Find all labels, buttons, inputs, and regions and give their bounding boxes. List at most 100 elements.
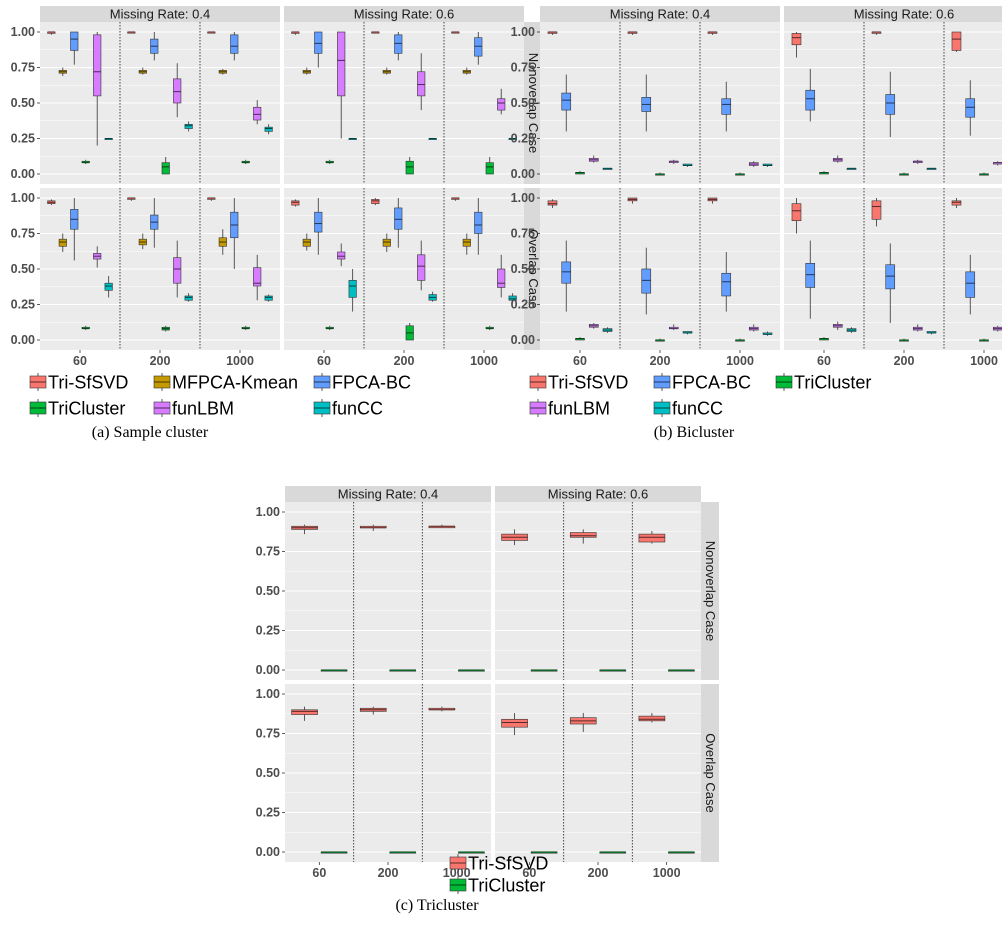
legend-key-tricluster (449, 876, 467, 894)
y-tick-label: 0.00 (11, 333, 35, 347)
facet-label-right: Overlap Case (703, 733, 718, 812)
box-iqr (474, 211, 483, 234)
box-iqr (569, 532, 597, 538)
y-tick-label: 1.00 (11, 191, 35, 205)
box-trisfsvd-60 (291, 199, 300, 207)
x-tick-label: 200 (378, 866, 399, 880)
x-tick-label: 200 (894, 354, 915, 368)
box-iqr (230, 34, 239, 54)
legend-label: TriCluster (468, 876, 545, 896)
box-funcc-200 (926, 331, 937, 335)
box-iqr (417, 71, 426, 97)
box-mfpcakmean-200 (138, 67, 147, 75)
box-trisfsvd-60 (47, 31, 56, 35)
box-fpcabc-60 (561, 74, 572, 132)
box-tricluster-1000 (458, 669, 485, 672)
box-iqr (805, 263, 816, 288)
y-tick-label: 0.00 (511, 167, 535, 181)
box-trisfsvd-60 (291, 31, 300, 35)
y-tick-label: 0.50 (256, 766, 280, 780)
box-funlbm-200 (173, 63, 182, 118)
box-funlbm-1000 (497, 88, 506, 115)
box-iqr (721, 98, 732, 115)
box-iqr (885, 94, 896, 115)
y-tick-label: 1.00 (256, 505, 280, 519)
box-mfpcakmean-60 (302, 233, 311, 251)
box-trisfsvd-1000 (451, 31, 460, 34)
legend-key-trisfsvd (529, 373, 547, 391)
box-funcc-200 (428, 291, 437, 302)
x-tick-label: 200 (650, 354, 671, 368)
facet-label-top: Missing Rate: 0.6 (854, 7, 954, 22)
box-iqr (161, 162, 170, 175)
box-tricluster-200 (161, 156, 170, 175)
facet-strip-right (524, 188, 542, 350)
box-fpcabc-200 (150, 198, 159, 248)
box-tricluster-60 (320, 669, 348, 672)
legend-label: MFPCA-Kmean (172, 373, 298, 393)
y-tick-label: 0.25 (256, 624, 280, 638)
y-tick-label: 0.50 (11, 96, 35, 110)
box-tricluster-60 (819, 337, 829, 341)
box-mfpcakmean-200 (382, 67, 391, 75)
box-trisfsvd-60 (791, 198, 802, 234)
x-tick-label: 1000 (653, 866, 681, 880)
box-trisfsvd-1000 (207, 197, 216, 201)
y-tick-label: 1.00 (11, 25, 35, 39)
box-tricluster-1000 (458, 851, 485, 854)
box-tricluster-200 (599, 851, 627, 854)
box-funlbm-1000 (748, 324, 759, 332)
box-funcc-1000 (264, 124, 273, 135)
box-iqr (951, 200, 962, 206)
box-trisfsvd-1000 (707, 31, 718, 35)
y-tick-label: 0.25 (256, 806, 280, 820)
y-tick-label: 0.00 (256, 845, 280, 859)
box-fpcabc-1000 (721, 81, 732, 132)
box-tricluster-60 (575, 171, 585, 175)
box-tricluster-1000 (485, 156, 494, 175)
facet-strip-top (285, 486, 491, 502)
x-tick-label: 1000 (726, 354, 754, 368)
box-trisfsvd-1000 (707, 197, 718, 204)
box-funcc-60 (846, 167, 857, 170)
box-trisfsvd-60 (291, 706, 318, 721)
legend-label: funCC (332, 399, 383, 419)
box-mfpcakmean-60 (58, 233, 67, 252)
box-tricluster-60 (81, 325, 90, 331)
box-funlbm-1000 (992, 161, 1002, 166)
y-tick-label: 0.00 (256, 663, 280, 677)
box-funlbm-60 (832, 321, 843, 331)
box-funcc-60 (846, 327, 857, 333)
legend-key-funlbm (153, 399, 171, 417)
y-tick-label: 0.75 (11, 227, 35, 241)
y-tick-label: 0.50 (256, 584, 280, 598)
box-trisfsvd-200 (371, 198, 380, 206)
box-iqr (253, 106, 262, 121)
box-funcc-200 (926, 167, 937, 170)
box-iqr (173, 257, 182, 284)
box-funcc-200 (184, 121, 193, 132)
y-tick-label: 1.00 (256, 687, 280, 701)
y-tick-label: 0.75 (511, 61, 535, 75)
legend-key-fpcabc (653, 373, 671, 391)
box-trisfsvd-200 (359, 524, 387, 531)
box-iqr (497, 268, 506, 288)
box-tricluster-200 (655, 338, 665, 342)
box-iqr (508, 295, 517, 301)
legend-key-trisfsvd (29, 373, 47, 391)
box-fpcabc-1000 (230, 32, 239, 61)
box-trisfsvd-200 (627, 31, 638, 35)
facet-label-top: Missing Rate: 0.6 (548, 487, 648, 502)
y-tick-label: 0.00 (511, 333, 535, 347)
box-iqr (462, 238, 471, 247)
box-trisfsvd-60 (501, 529, 528, 546)
x-tick-label: 200 (150, 354, 171, 368)
box-iqr (382, 238, 391, 247)
box-funcc-60 (602, 167, 613, 170)
x-tick-label: 1000 (226, 354, 254, 368)
x-tick-label: 60 (573, 354, 587, 368)
box-fpcabc-200 (641, 247, 652, 315)
box-funcc-60 (602, 327, 613, 333)
legend: Tri-SfSVD FPCA-BC TriCluster funLBM funCC (529, 373, 871, 419)
